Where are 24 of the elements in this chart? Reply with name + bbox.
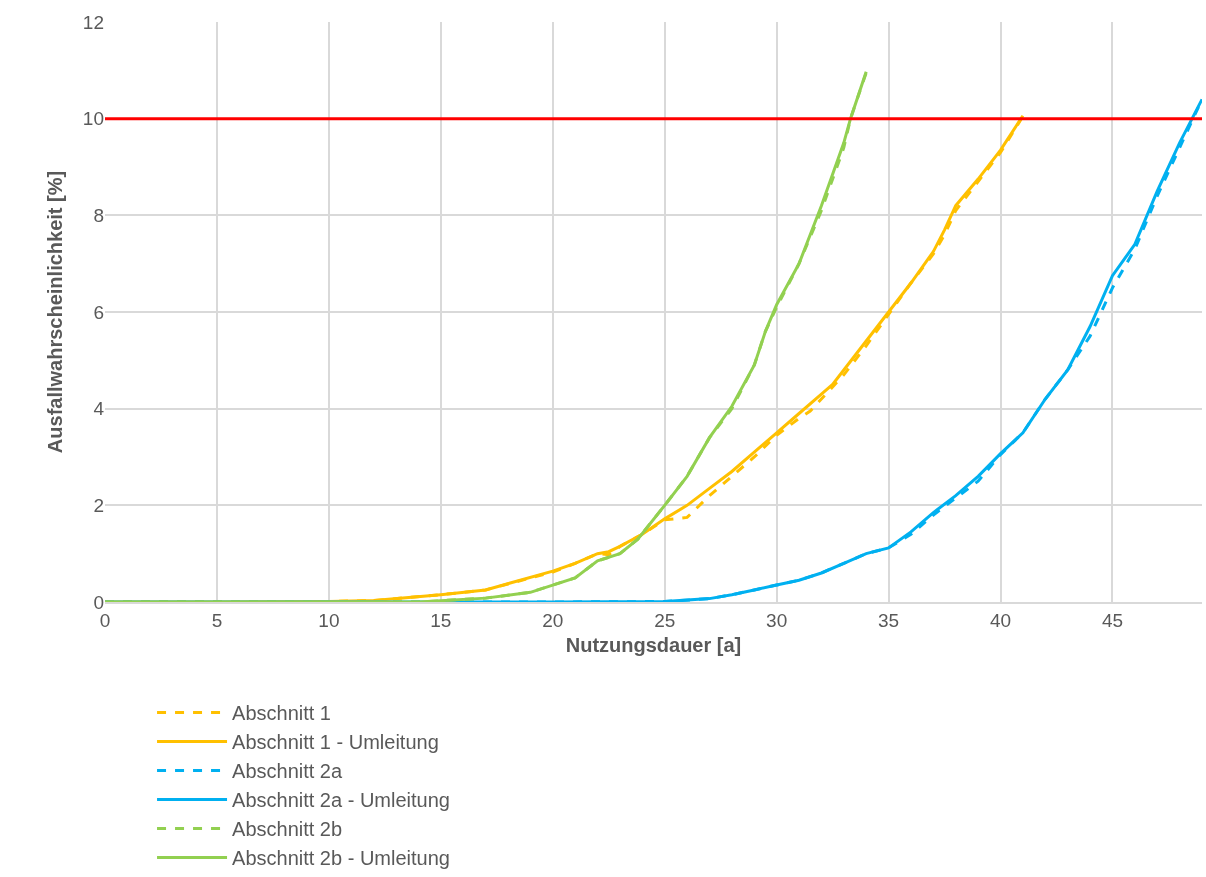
legend-label: Abschnitt 2a - Umleitung [232, 789, 450, 812]
x-tick-label: 10 [318, 609, 340, 631]
legend-label: Abschnitt 2b - Umleitung [232, 847, 450, 870]
x-axis-title: Nutzungsdauer [a] [565, 633, 742, 656]
legend-label: Abschnitt 2b [232, 818, 343, 841]
y-tick-label: 4 [93, 398, 105, 420]
y-tick-label: 12 [82, 11, 104, 33]
legend-label: Abschnitt 2a [232, 760, 343, 783]
legend-label: Abschnitt 1 - Umleitung [232, 731, 439, 754]
y-tick-label: 0 [93, 591, 104, 613]
y-tick-label: 10 [82, 108, 104, 130]
x-tick-label: 5 [211, 609, 223, 631]
y-axis-title: Ausfallwahrscheinlichkeit [%] [44, 170, 67, 454]
y-tick-label: 8 [93, 204, 104, 226]
x-tick-label: 35 [878, 609, 900, 631]
x-tick-label: 25 [654, 609, 676, 631]
y-tick-label: 6 [93, 301, 104, 323]
x-tick-label: 45 [1101, 609, 1124, 631]
legend-label: Abschnitt 1 [232, 702, 331, 725]
y-tick-label: 2 [93, 494, 104, 516]
x-tick-label: 15 [430, 609, 452, 631]
x-tick-label: 40 [989, 609, 1012, 631]
x-tick-label: 30 [766, 609, 788, 631]
x-tick-label: 20 [542, 609, 564, 631]
